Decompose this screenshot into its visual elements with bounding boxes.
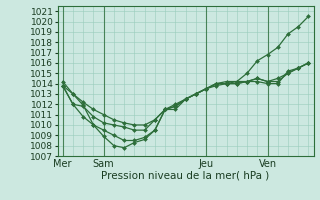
X-axis label: Pression niveau de la mer( hPa ): Pression niveau de la mer( hPa )	[101, 170, 270, 180]
